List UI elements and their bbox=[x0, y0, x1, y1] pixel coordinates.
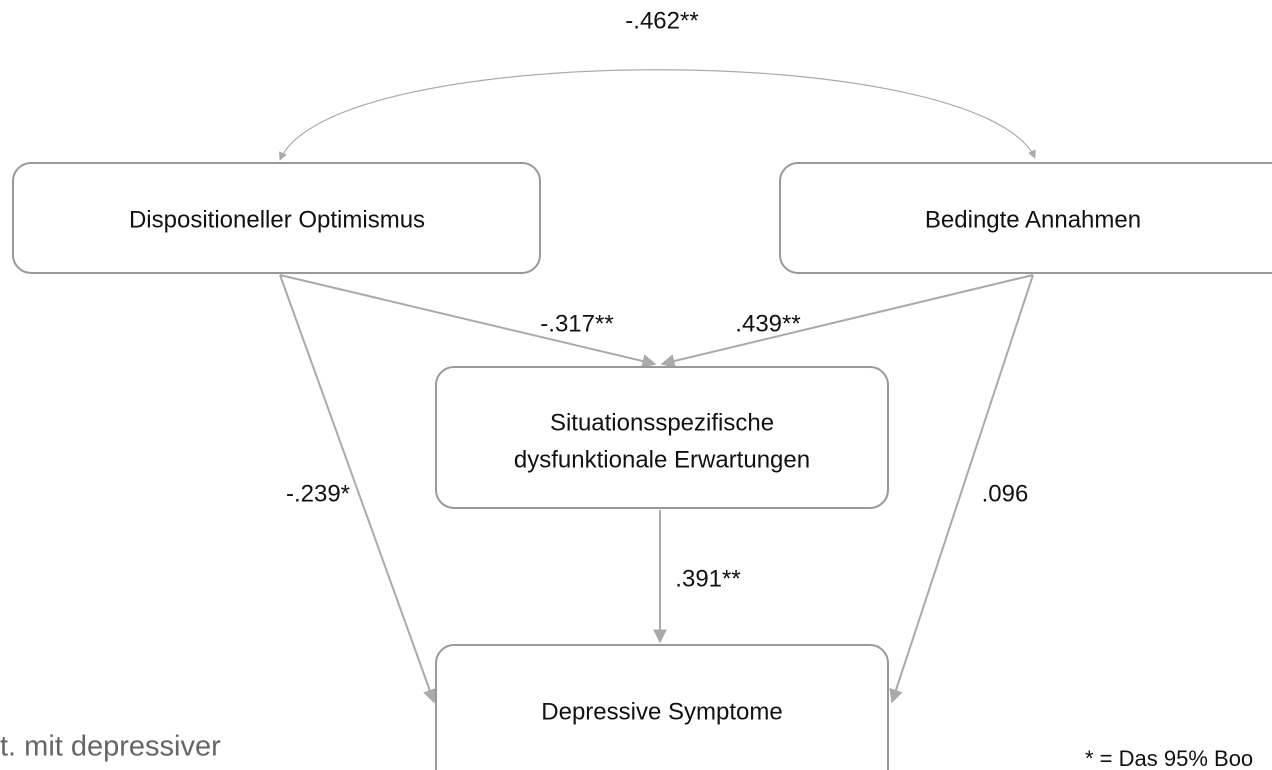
node-label: Bedingte Annahmen bbox=[925, 206, 1141, 233]
edge-label: .096 bbox=[982, 480, 1029, 507]
edge-label: -.462** bbox=[625, 7, 698, 34]
edge-label: -.317** bbox=[540, 310, 613, 337]
side-text: t. mit depressiver bbox=[0, 731, 221, 763]
node-label: Situationsspezifische bbox=[550, 409, 774, 436]
edge-label: -.239* bbox=[286, 480, 350, 507]
node-box bbox=[12, 162, 541, 274]
path-arrow bbox=[279, 274, 437, 704]
path-arrow bbox=[279, 274, 657, 368]
node-label: Dispositioneller Optimismus bbox=[129, 206, 425, 233]
node-box bbox=[435, 644, 889, 770]
node-label: Depressive Symptome bbox=[541, 698, 782, 725]
edge-label: .391** bbox=[675, 565, 740, 592]
side-text: * = Das 95% Boo bbox=[1085, 746, 1253, 770]
node-box bbox=[779, 162, 1272, 274]
correlation-arc bbox=[279, 69, 1036, 161]
path-arrow bbox=[660, 274, 1034, 368]
node-box bbox=[435, 366, 889, 509]
edge-label: .439** bbox=[735, 310, 800, 337]
path-arrow bbox=[889, 274, 1034, 704]
node-label: dysfunktionale Erwartungen bbox=[514, 446, 810, 473]
